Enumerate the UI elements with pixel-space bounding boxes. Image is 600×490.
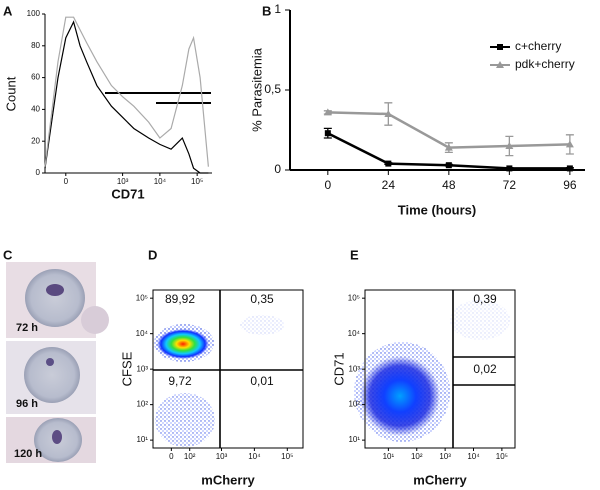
cell [81,306,109,334]
y-tick-label: 0 [274,162,281,176]
density-cloud [240,315,284,335]
x-axis-title: Time (hours) [398,202,477,217]
y-tick-label: 10³ [348,364,360,373]
x-tick-label: 10¹ [383,452,395,461]
x-axis-title: CD71 [111,186,144,201]
data-point [323,108,332,116]
quadrant-label: 0,02 [473,362,497,376]
y-tick-label: 0 [36,168,41,177]
x-tick-label: 0 [324,178,331,192]
x-tick-label: 10⁴ [248,452,261,461]
data-point [444,143,453,151]
x-tick-label: 10² [184,452,196,461]
data-point [385,160,392,167]
y-tick-label: 10¹ [348,435,360,444]
legend-label: c+cherry [515,39,561,53]
y-tick-label: 10³ [136,364,148,373]
data-point [565,140,574,148]
cell [24,347,80,403]
data-point [506,165,513,172]
x-tick-label: 10⁵ [281,452,293,461]
x-tick-label: 10⁴ [154,177,167,186]
panel-letter: E [350,247,359,262]
y-tick-label: 10² [136,400,148,409]
y-tick-label: 1 [274,2,281,16]
x-tick-label: 10⁵ [496,452,508,461]
data-point [505,142,514,149]
y-tick-label: 10² [348,400,360,409]
y-tick-label: 0,5 [264,82,281,96]
y-tick-label: 60 [31,73,40,82]
panel-letter: C [3,247,13,262]
x-tick-label: 10³ [439,452,451,461]
x-tick-label: 0 [64,177,69,186]
panel-letter: B [262,3,271,18]
x-axis-title: mCherry [201,472,255,487]
series-line [44,20,209,174]
panel-letter: D [148,247,157,262]
legend-marker [497,44,503,50]
parasite [46,358,54,366]
y-tick-label: 10⁴ [348,329,361,338]
x-tick-label: 0 [169,452,174,461]
data-point [324,130,331,137]
quadrant-label: 0,35 [250,292,274,306]
legend-marker [496,61,504,68]
cell [25,269,85,327]
y-tick-label: 10⁴ [136,329,149,338]
x-axis-title: mCherry [413,472,467,487]
quadrant-label: 9,72 [168,374,192,388]
parasite [46,284,64,296]
data-point [384,110,393,117]
x-tick-label: 10⁴ [467,452,480,461]
x-tick-label: 24 [382,178,396,192]
panel-letter: A [3,3,13,18]
x-tick-label: 72 [503,178,517,192]
y-tick-label: 10¹ [136,435,148,444]
plot-frame [152,289,304,449]
x-tick-label: 10² [411,452,423,461]
data-point [445,162,452,169]
y-tick-label: 20 [31,136,40,145]
y-axis-title: CFSE [119,351,134,386]
x-tick-label: 10³ [117,177,129,186]
quadrant-label: 0,01 [250,374,274,388]
y-tick-label: 40 [31,105,40,114]
plot-frame [364,289,516,449]
series-line [44,16,209,167]
parasite [52,430,62,444]
density-cloud [360,356,440,436]
image-label: 96 h [16,398,38,410]
quadrant-label: 89,92 [165,292,195,306]
density-cloud [155,393,215,447]
x-tick-label: 10⁵ [191,177,203,186]
y-tick-label: 10⁵ [136,293,148,302]
y-axis-title: Count [3,76,18,111]
data-point [566,165,573,172]
micrographs: C 72 h 96 h 120 h [3,247,109,463]
quadrant-label: 0,39 [473,292,497,306]
y-axis-title: CD71 [331,352,346,385]
image-label: 120 h [14,448,42,460]
x-tick-label: 10³ [216,452,228,461]
image-label: 72 h [16,322,38,334]
x-tick-label: 96 [563,178,577,192]
density-cloud [157,329,209,359]
y-tick-label: 80 [31,41,40,50]
y-axis-title: % Parasitemia [249,47,264,132]
x-tick-label: 48 [442,178,456,192]
density-cloud [450,300,510,340]
legend-label: pdk+cherry [515,57,575,71]
y-tick-label: 10⁵ [348,293,360,302]
y-tick-label: 100 [27,9,41,18]
